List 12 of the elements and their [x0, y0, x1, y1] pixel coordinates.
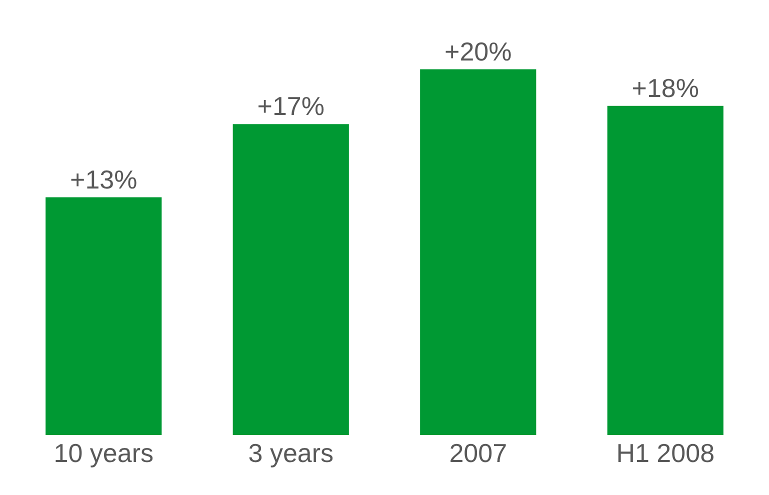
data-label: +20%: [444, 36, 512, 66]
data-label: +18%: [632, 72, 699, 103]
bar: [232, 124, 349, 435]
bar: [420, 69, 536, 435]
x-tick-label: H1 2008: [616, 438, 715, 468]
data-label: +13%: [70, 164, 138, 194]
x-tick-label: 2007: [449, 438, 508, 468]
x-tick-label: 10 years: [54, 438, 154, 468]
bar: [607, 106, 724, 435]
x-tick-label: 3 years: [248, 438, 334, 468]
data-label: +17%: [257, 91, 324, 122]
bar: [46, 197, 162, 435]
